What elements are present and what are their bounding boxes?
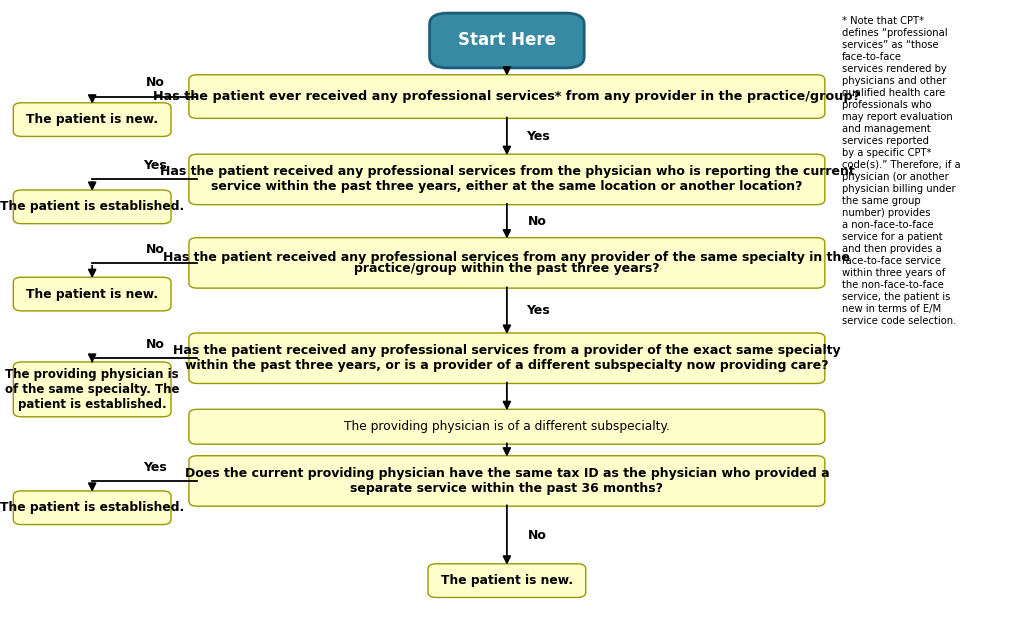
FancyBboxPatch shape: [13, 190, 171, 224]
Text: The patient is new.: The patient is new.: [26, 113, 159, 126]
Text: Yes: Yes: [143, 461, 167, 473]
Text: Yes: Yes: [525, 130, 550, 143]
FancyBboxPatch shape: [188, 456, 825, 506]
Text: No: No: [145, 243, 164, 255]
FancyBboxPatch shape: [188, 238, 825, 288]
FancyBboxPatch shape: [13, 277, 171, 311]
Text: The providing physician is of a different subspecialty.: The providing physician is of a differen…: [344, 421, 670, 433]
Text: Yes: Yes: [143, 159, 167, 172]
Text: practice/group within the past three years?: practice/group within the past three yea…: [354, 262, 659, 275]
FancyBboxPatch shape: [428, 564, 586, 597]
Text: The patient is new.: The patient is new.: [26, 288, 159, 300]
Text: Has the patient received any professional services from a provider of the exact : Has the patient received any professiona…: [173, 345, 841, 372]
Text: The providing physician is
of the same specialty. The
patient is established.: The providing physician is of the same s…: [5, 368, 179, 411]
Text: No: No: [145, 77, 164, 89]
Text: The patient is established.: The patient is established.: [0, 502, 184, 514]
FancyBboxPatch shape: [188, 333, 825, 384]
FancyBboxPatch shape: [188, 409, 825, 444]
Text: The patient is established.: The patient is established.: [0, 201, 184, 213]
Text: Has the patient ever received any professional services* from any provider in th: Has the patient ever received any profes…: [154, 90, 860, 103]
Text: Has the patient received any professional services from any provider of the same: Has the patient received any professiona…: [164, 251, 850, 264]
FancyBboxPatch shape: [13, 362, 171, 417]
Text: No: No: [528, 215, 547, 227]
FancyBboxPatch shape: [430, 13, 584, 68]
FancyBboxPatch shape: [13, 491, 171, 525]
Text: Does the current providing physician have the same tax ID as the physician who p: Does the current providing physician hav…: [184, 467, 829, 495]
Text: Start Here: Start Here: [458, 32, 556, 49]
FancyBboxPatch shape: [188, 75, 825, 118]
FancyBboxPatch shape: [188, 155, 825, 204]
Text: The patient is new.: The patient is new.: [440, 574, 573, 587]
Text: * Note that CPT*
defines “professional
services” as “those
face-to-face
services: * Note that CPT* defines “professional s…: [842, 16, 961, 326]
Text: No: No: [145, 338, 164, 351]
Text: Has the patient received any professional services from the physician who is rep: Has the patient received any professiona…: [160, 166, 854, 193]
Text: No: No: [528, 528, 547, 541]
Text: Yes: Yes: [525, 304, 550, 317]
FancyBboxPatch shape: [13, 103, 171, 136]
